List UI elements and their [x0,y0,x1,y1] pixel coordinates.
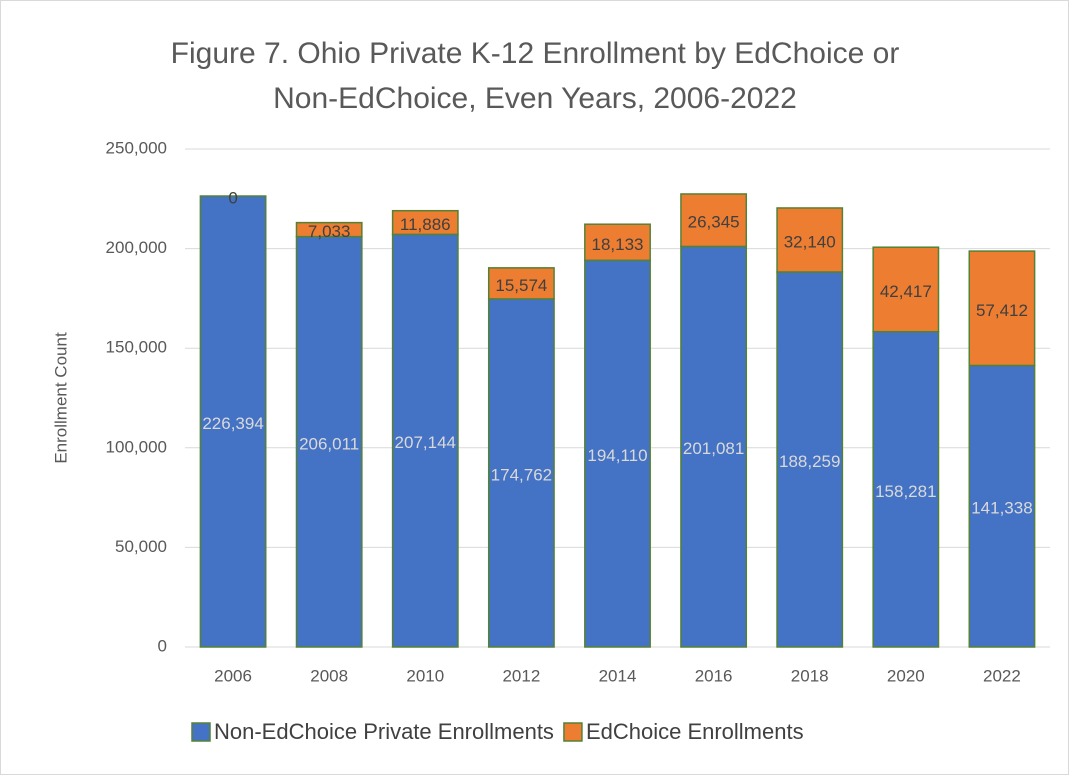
x-tick-label: 2018 [791,666,829,685]
x-tick-label: 2012 [502,666,540,685]
data-label: 42,417 [880,282,932,301]
y-tick-label: 200,000 [106,238,167,257]
x-tick-label: 2014 [599,666,637,685]
bar-segment [680,193,748,248]
data-label: 26,345 [688,213,740,232]
bar-segment [776,207,844,273]
chart-title: Non-EdChoice, Even Years, 2006-2022 [273,82,797,115]
y-tick-label: 100,000 [106,437,167,456]
chart-title: Figure 7. Ohio Private K-12 Enrollment b… [171,37,900,70]
x-tick-label: 2022 [983,666,1021,685]
legend-swatch [563,722,583,742]
x-tick-label: 2006 [214,666,252,685]
data-label: 174,762 [491,465,552,484]
data-label: 18,133 [592,235,644,254]
data-label: 32,140 [784,232,836,251]
bar-segment [391,233,459,648]
bar-segment [968,364,1036,648]
data-label: 0 [228,189,237,208]
y-tick-label: 50,000 [115,537,167,556]
bar-segment [872,330,940,648]
data-label: 226,394 [202,414,263,433]
data-label: 57,412 [976,301,1028,320]
y-tick-label: 250,000 [106,138,167,157]
bar-segment [391,209,459,236]
data-label: 11,886 [400,215,451,234]
bar-segment [776,271,844,648]
data-label: 7,033 [308,222,351,241]
y-axis-title: Enrollment Count [51,332,70,464]
y-tick-label: 0 [158,636,167,655]
bar-segment [584,223,651,262]
bar-segment [487,267,555,300]
data-label: 188,259 [779,452,840,471]
x-tick-label: 2008 [310,666,348,685]
bar-segment [295,221,363,238]
data-label: 141,338 [971,499,1032,518]
data-label: 201,081 [683,439,744,458]
data-label: 206,011 [299,434,359,453]
bar-segment [872,246,940,333]
y-tick-label: 150,000 [106,338,167,357]
bar-segment [584,259,651,648]
bar-segment [295,235,363,648]
x-tick-label: 2016 [695,666,733,685]
x-tick-label: 2010 [406,666,444,685]
legend-label: Non-EdChoice Private Enrollments [214,719,554,744]
legend-swatch [191,722,211,742]
data-label: 15,574 [495,276,547,295]
data-label: 194,110 [587,446,647,465]
legend-label: EdChoice Enrollments [586,719,804,744]
x-tick-label: 2020 [887,666,925,685]
bar-segment [199,195,267,648]
data-label: 207,144 [395,433,456,452]
bar-segment [968,250,1036,367]
data-label: 158,281 [875,482,936,501]
bar-segment [487,298,555,648]
